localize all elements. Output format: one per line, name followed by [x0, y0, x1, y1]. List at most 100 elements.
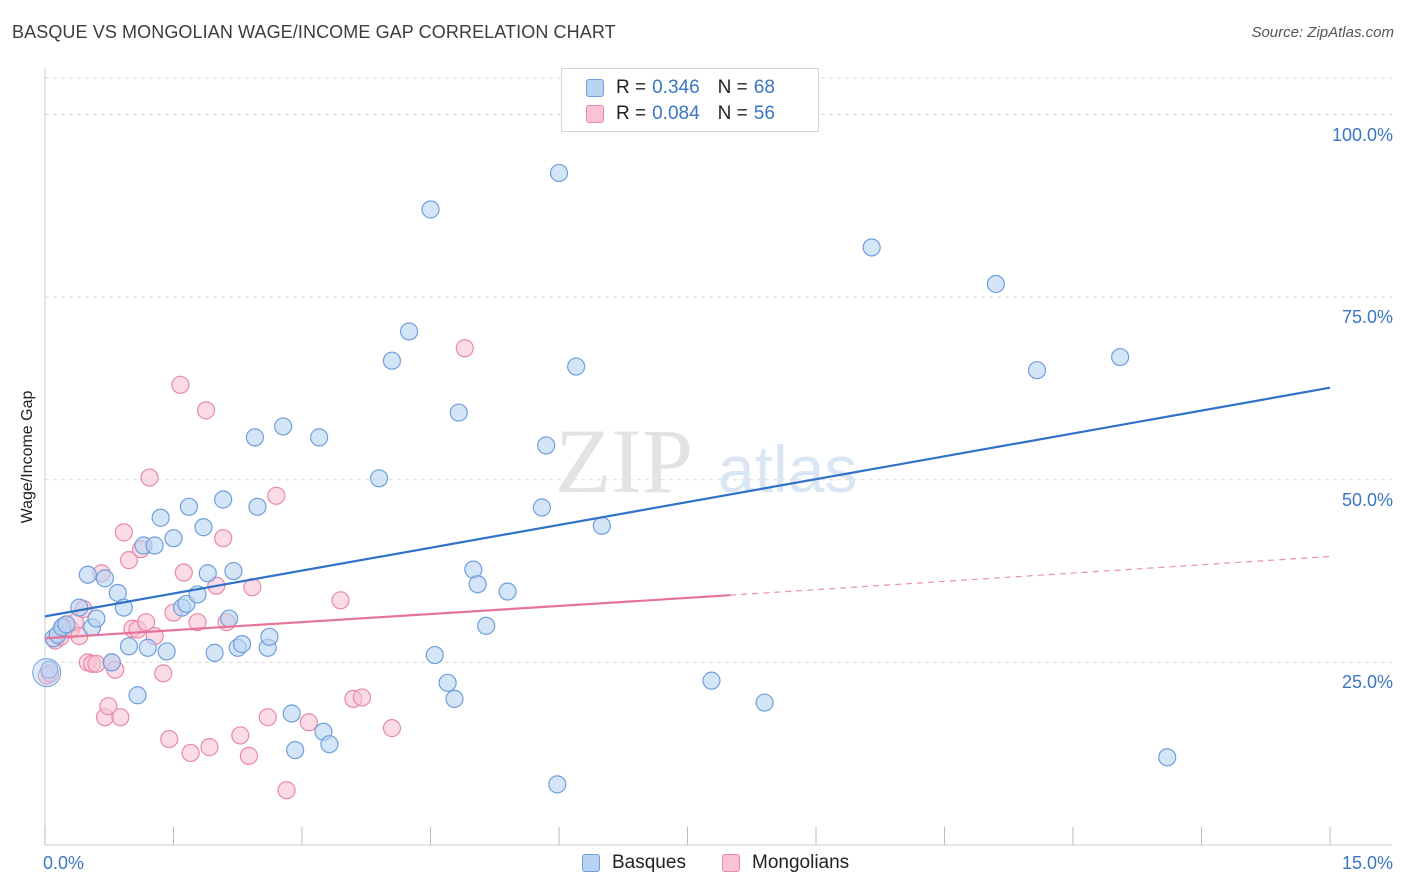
mongolian-point: [174, 563, 193, 582]
y-tick-label: 75.0%: [1341, 307, 1393, 328]
mongolian-point: [277, 781, 296, 800]
series-legend: Basques Mongolians: [0, 852, 1406, 876]
legend-r-value: 0.346: [652, 77, 700, 98]
basque-point: [702, 671, 721, 690]
basque-point: [382, 351, 402, 370]
mongolian-point: [154, 664, 173, 683]
basque-trend-line: [44, 386, 1331, 618]
mongolian-point: [87, 654, 106, 673]
basque-point: [274, 417, 293, 436]
x-axis: [44, 827, 1392, 846]
basque-point: [399, 322, 419, 341]
mongolian-point: [188, 613, 207, 632]
basque-point: [310, 428, 329, 447]
mongolian-point: [136, 613, 156, 632]
basque-point: [245, 428, 264, 447]
basque-point: [194, 518, 213, 537]
basque-point: [438, 673, 457, 692]
mongolian-point: [160, 729, 179, 749]
mongolian-point: [239, 746, 258, 765]
basque-point: [70, 598, 89, 617]
mongolian-point: [99, 697, 118, 716]
basque-point: [592, 516, 611, 535]
legend-label-mongolians: Mongolians: [752, 852, 850, 873]
basque-point: [119, 637, 139, 656]
basque-point: [986, 274, 1006, 294]
y-axis-label: Wage/Income Gap: [19, 390, 36, 524]
basque-point: [40, 660, 59, 679]
basque-point: [862, 238, 881, 257]
y-tick-label: 50.0%: [1341, 489, 1393, 510]
watermark: ZIP atlas: [555, 410, 857, 512]
basque-point: [87, 609, 106, 628]
basque-point: [164, 529, 183, 548]
legend-r-label: R =: [616, 77, 647, 98]
basque-point: [449, 403, 468, 422]
mongolian-point: [171, 375, 190, 394]
legend-n-label: N =: [717, 103, 748, 124]
basque-point: [145, 536, 164, 555]
mongolian-point: [299, 713, 318, 732]
mongolian-point: [196, 401, 216, 420]
basque-point: [421, 200, 440, 219]
basque-point: [320, 735, 339, 754]
mongolian-point: [111, 708, 130, 727]
watermark-atlas: atlas: [718, 432, 857, 506]
basque-point: [157, 642, 176, 661]
basque-point: [468, 575, 487, 594]
mongolian-point: [140, 468, 159, 487]
basque-point: [260, 627, 279, 646]
basque-point: [537, 436, 556, 455]
chart-title: BASQUE VS MONGOLIAN WAGE/INCOME GAP CORR…: [12, 22, 616, 42]
basque-point: [32, 658, 62, 688]
basque-point: [214, 490, 233, 509]
mongolian-point: [352, 688, 372, 707]
basque-point: [248, 497, 267, 516]
basque-point: [128, 686, 147, 705]
basque-swatch: [582, 854, 600, 872]
y-tick-label: 25.0%: [1341, 672, 1393, 693]
legend-r-value: 0.084: [652, 103, 700, 124]
basque-point: [78, 565, 97, 584]
legend-n-label: N =: [717, 77, 748, 98]
legend-row-basques: R = 0.346 N = 68: [586, 77, 775, 99]
mongolian-point: [258, 708, 277, 727]
basque-point: [224, 561, 243, 581]
correlation-legend: R = 0.346 N = 68 R = 0.084 N = 56: [561, 68, 819, 132]
basque-point: [532, 498, 551, 517]
basque-swatch: [586, 79, 604, 97]
basque-point: [477, 616, 496, 635]
x-tick-label-max: 15.0%: [1341, 853, 1393, 873]
legend-item-mongolians[interactable]: Mongolians: [722, 852, 849, 874]
mongolian-swatch: [722, 854, 740, 872]
basque-point: [445, 689, 464, 709]
basque-point: [102, 653, 121, 672]
legend-n-value: 56: [753, 103, 775, 124]
mongolian-point: [181, 743, 200, 763]
basque-point: [179, 497, 199, 516]
watermark-zip: ZIP: [555, 410, 693, 512]
mongolian-trend-extension: [730, 555, 1331, 596]
legend-row-mongolians: R = 0.084 N = 56: [586, 103, 775, 125]
basque-point: [95, 569, 115, 588]
legend-item-basques[interactable]: Basques: [582, 852, 686, 874]
mongolian-point: [231, 726, 250, 745]
mongolian-point: [331, 591, 350, 610]
basque-point: [282, 704, 301, 723]
basque-point: [425, 645, 444, 665]
basque-point: [1027, 361, 1047, 380]
mongolian-point: [267, 486, 286, 505]
mongolian-point: [382, 719, 402, 738]
mongolian-point: [200, 738, 219, 757]
mongolian-point: [114, 523, 133, 542]
basque-point: [548, 775, 567, 794]
basque-point: [755, 693, 774, 712]
x-tick-label-min: 0.0%: [43, 853, 85, 873]
basque-point: [370, 469, 389, 488]
basque-point: [1111, 347, 1130, 367]
source-label: Source: ZipAtlas.com: [1251, 24, 1394, 41]
basque-point: [567, 357, 586, 376]
mongolian-point: [214, 529, 233, 548]
basque-point: [232, 635, 252, 654]
basque-point: [498, 582, 517, 601]
